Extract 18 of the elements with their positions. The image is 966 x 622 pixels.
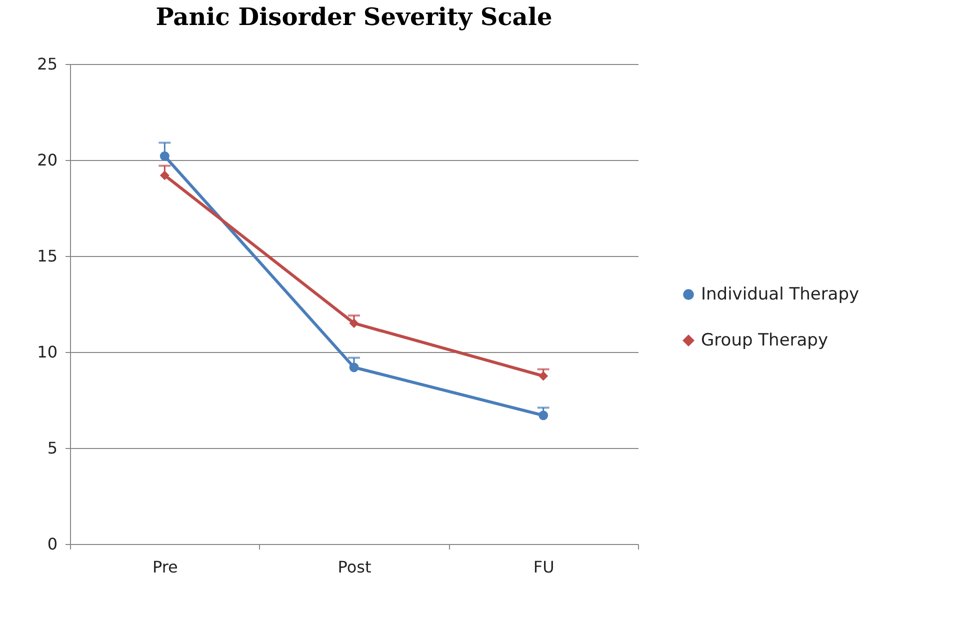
y-tick-label: 5 bbox=[47, 438, 58, 458]
x-tick-label: Pre bbox=[152, 558, 178, 576]
x-tick-label: FU bbox=[533, 558, 554, 576]
legend-label: Group Therapy bbox=[701, 330, 828, 350]
y-tick-label: 25 bbox=[37, 54, 58, 74]
y-tick-label: 15 bbox=[37, 246, 58, 266]
y-tick-label: 20 bbox=[37, 150, 58, 170]
y-tick-label: 0 bbox=[47, 534, 58, 554]
legend-label: Individual Therapy bbox=[701, 284, 860, 304]
point bbox=[349, 318, 359, 328]
point bbox=[538, 410, 548, 420]
y-tick-label: 10 bbox=[37, 342, 58, 362]
point bbox=[160, 151, 170, 161]
point bbox=[538, 371, 548, 381]
point bbox=[160, 170, 170, 180]
x-tick-label: Post bbox=[338, 558, 372, 576]
point bbox=[349, 362, 359, 372]
chart-title: Panic Disorder Severity Scale bbox=[156, 2, 552, 31]
